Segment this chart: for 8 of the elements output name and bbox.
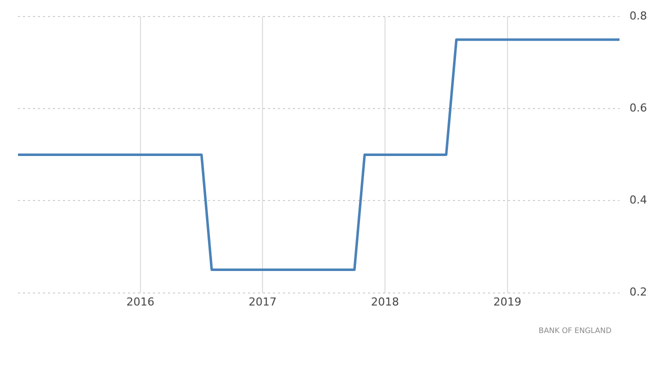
y-tick-label: 0.8	[630, 9, 648, 22]
x-tick-label: 2017	[248, 295, 277, 308]
y-tick-label: 0.2	[630, 286, 648, 299]
x-tick-label: 2016	[126, 295, 154, 308]
y-tick-label: 0.4	[630, 194, 648, 207]
x-tick-label: 2018	[371, 295, 400, 308]
x-tick-label: 2019	[493, 295, 522, 308]
y-tick-label: 0.6	[630, 102, 648, 115]
